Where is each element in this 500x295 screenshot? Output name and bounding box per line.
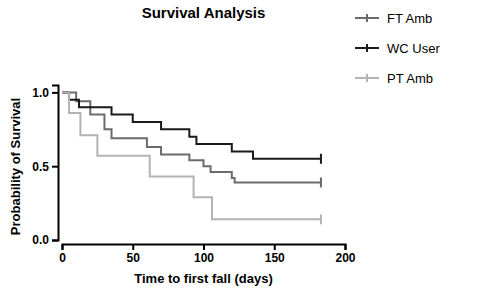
x-tick-label: 100 [194,251,214,265]
legend-item: FT Amb [355,11,432,26]
y-tick-label: 1.0 [32,86,49,100]
legend-swatch-tick [366,44,368,52]
survival-line [62,92,321,219]
legend-item: WC User [355,41,440,56]
x-tick: 150 [265,244,285,265]
x-tick: 50 [127,244,141,265]
y-axis-line [52,86,59,241]
legend-swatch-tick [366,14,368,22]
y-tick: 0.0 [32,233,58,247]
survival-line [62,92,321,158]
survival-line [62,92,321,182]
y-axis-title: Probability of Survival [8,98,23,235]
x-axis-line [63,245,346,251]
legend: FT Amb WC User PT Amb [355,11,440,86]
x-tick-mark [203,244,205,250]
x-tick-label: 0 [59,251,66,265]
y-tick: 1.0 [32,86,58,100]
x-tick-mark [62,244,64,250]
y-axis: 0.0 0.5 1.0 [32,86,58,248]
y-tick: 0.5 [32,160,58,174]
x-tick-label: 150 [265,251,285,265]
censor-mark [320,214,322,224]
x-tick-mark [274,244,276,250]
censor-mark [320,154,322,164]
x-tick-label: 200 [335,251,355,265]
y-tick-label: 0.0 [32,233,49,247]
chart: 0 50 100 150 200 0.0 0.5 1.0 Survival Analysis Ti… [0,0,500,295]
plot: 0 50 100 150 200 0.0 0.5 1.0 [32,86,356,265]
legend-label: PT Amb [387,71,433,86]
x-tick-mark [345,244,347,250]
x-tick: 200 [335,244,355,265]
x-axis: 0 50 100 150 200 [59,244,356,265]
x-tick: 0 [59,244,66,265]
y-tick-mark [52,240,58,242]
x-axis-title: Time to first fall (days) [134,271,272,286]
legend-label: WC User [387,41,440,56]
censor-mark [320,177,322,187]
x-tick-label: 50 [127,251,141,265]
y-tick-mark [52,92,58,94]
x-tick-mark [132,244,134,250]
legend-item: PT Amb [355,71,433,86]
series-layer [62,92,321,224]
legend-swatch-tick [366,74,368,82]
legend-label: FT Amb [387,11,432,26]
y-tick-label: 0.5 [32,160,49,174]
title: Survival Analysis [142,4,266,21]
x-tick: 100 [194,244,214,265]
y-tick-mark [52,166,58,168]
